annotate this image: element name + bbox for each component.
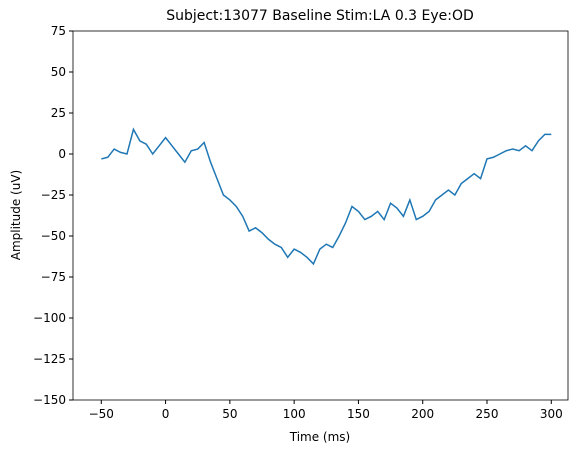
y-axis-label: Amplitude (uV) — [9, 170, 23, 261]
y-tick-label: −100 — [33, 311, 66, 325]
x-tick-label: 150 — [347, 407, 370, 421]
x-tick-label: 300 — [540, 407, 563, 421]
y-tick-label: 25 — [51, 106, 66, 120]
y-tick-label: −150 — [33, 393, 66, 407]
plot-frame — [72, 30, 569, 401]
x-tick-label: 100 — [283, 407, 306, 421]
x-tick-label: 250 — [476, 407, 499, 421]
y-tick-label: 50 — [51, 65, 66, 79]
data-line — [101, 127, 552, 266]
x-tick-label: 0 — [162, 407, 170, 421]
y-tick-label: −125 — [33, 352, 66, 366]
x-tick-label: 200 — [411, 407, 434, 421]
y-tick-label: 75 — [51, 24, 66, 38]
x-tick-label: −50 — [89, 407, 114, 421]
x-tick-label: 50 — [222, 407, 237, 421]
x-axis-label: Time (ms) — [289, 430, 351, 444]
y-tick-label: −75 — [41, 270, 66, 284]
y-tick-label: 0 — [58, 147, 66, 161]
y-tick-label: −25 — [41, 188, 66, 202]
y-tick-label: −50 — [41, 229, 66, 243]
chart-title: Subject:13077 Baseline Stim:LA 0.3 Eye:O… — [166, 8, 474, 24]
